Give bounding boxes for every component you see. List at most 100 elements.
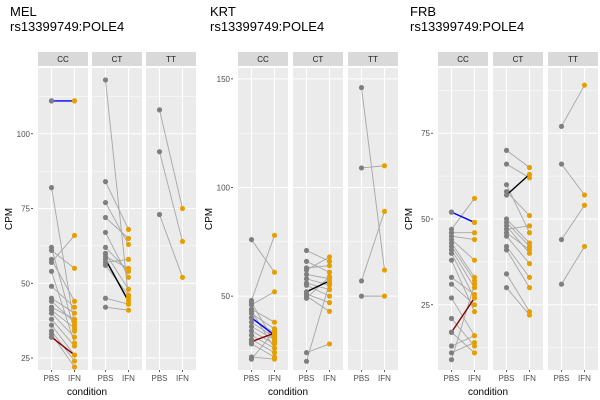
pbs-data-point [102, 229, 109, 236]
pbs-data-point [503, 247, 510, 253]
highlight-connector-line [51, 336, 75, 356]
ifn-data-point [381, 163, 388, 169]
paired-connector-line [251, 308, 275, 323]
ifn-data-point [526, 285, 533, 291]
ifn-data-point [326, 263, 333, 269]
pbs-data-point [48, 322, 55, 328]
facet-strip [146, 52, 196, 66]
panel-background [348, 68, 398, 370]
y-tick-label: 75 [21, 205, 30, 214]
facet-strip-label: TT [568, 55, 578, 64]
paired-connector-line [51, 250, 75, 269]
facet-panel-CC: CC PBS IFN [38, 52, 88, 383]
pbs-data-point [448, 250, 455, 256]
paired-connector-line [451, 239, 475, 261]
y-tick-label: 150 [217, 75, 231, 84]
x-tick-label: PBS [97, 374, 113, 383]
paired-connector-line [451, 331, 475, 354]
paired-connector-line [306, 284, 330, 297]
paired-connector-line [451, 342, 475, 354]
paired-connector-line [451, 276, 475, 295]
ifn-data-point [326, 287, 333, 293]
pbs-data-point [102, 304, 109, 310]
paired-connector-line [561, 84, 585, 127]
ifn-data-point [471, 302, 478, 308]
x-axis-label: condition [268, 387, 308, 398]
ifn-data-point [326, 293, 333, 299]
pbs-data-point [48, 307, 55, 313]
chart-title: MEL [10, 4, 37, 19]
paired-connector-line [105, 306, 129, 311]
paired-connector-line [451, 249, 475, 288]
ifn-data-point [471, 333, 478, 339]
paired-connector-line [251, 235, 275, 301]
pbs-data-point [248, 300, 255, 306]
paired-connector-line [306, 273, 330, 280]
paired-connector-line [105, 232, 129, 278]
x-tick-label: IFN [176, 374, 189, 383]
ifn-data-point [326, 258, 333, 264]
pbs-data-point [248, 308, 255, 314]
paired-connector-line [105, 258, 129, 263]
ifn-data-point [581, 243, 588, 250]
y-tick-label: 25 [421, 301, 430, 310]
y-axis-label: CPM [204, 208, 215, 230]
facet-panel-CT: CT PBS IFN [293, 52, 343, 383]
pbs-data-point [156, 149, 163, 155]
pbs-data-point [248, 323, 255, 330]
paired-connector-line [506, 287, 530, 316]
pbs-data-point [48, 259, 55, 265]
x-tick-label: PBS [151, 374, 167, 383]
facet-strip [238, 52, 288, 66]
pbs-data-point [448, 343, 455, 349]
ifn-data-point [125, 226, 132, 233]
chart-subtitle: rs13399749:POLE4 [10, 19, 124, 34]
x-tick-label: IFN [122, 374, 135, 383]
pbs-data-point [503, 285, 510, 291]
x-axis-label: condition [468, 387, 508, 398]
y-axis-label: CPM [4, 208, 15, 230]
x-tick-label: IFN [523, 374, 536, 383]
pbs-data-point [503, 147, 510, 153]
facet-strip-label: CC [257, 55, 269, 64]
ifn-data-point [71, 334, 78, 340]
ifn-data-point [471, 219, 478, 226]
ifn-data-point [471, 236, 478, 243]
ifn-data-point [71, 310, 78, 316]
paired-connector-line [561, 205, 585, 240]
paired-connector-line [561, 246, 585, 285]
pbs-data-point [48, 98, 55, 104]
pbs-data-point [303, 258, 310, 264]
ifn-data-point [71, 364, 78, 370]
paired-connector-line [251, 339, 275, 354]
pbs-data-point [102, 244, 109, 251]
ifn-data-point [326, 273, 333, 280]
pbs-data-point [448, 295, 455, 301]
paired-connector-line [506, 225, 530, 254]
ifn-data-point [271, 339, 278, 345]
facet-panel-TT: TT PBS IFN [548, 52, 598, 383]
ifn-data-point [71, 232, 78, 239]
pbs-data-point [358, 165, 365, 171]
paired-connector-line [306, 278, 330, 286]
facet-strip-label: TT [166, 55, 176, 64]
paired-connector-line [51, 300, 75, 323]
ifn-data-point [526, 230, 533, 236]
ifn-data-point [326, 254, 333, 260]
pbs-data-point [558, 161, 565, 167]
facet-panel-CT: CT PBS IFN [92, 52, 142, 383]
pbs-data-point [248, 237, 255, 243]
paired-connector-line [451, 253, 475, 299]
paired-connector-line [159, 109, 183, 209]
pbs-data-point [448, 209, 455, 215]
facet-strip-label: CC [457, 55, 469, 64]
chart-subtitle: rs13399749:POLE4 [410, 19, 524, 34]
paired-connector-line [105, 247, 129, 272]
paired-connector-line [306, 343, 330, 354]
ifn-data-point [526, 171, 533, 177]
x-tick-label: PBS [243, 374, 259, 383]
pbs-data-point [248, 315, 255, 321]
pbs-data-point [503, 271, 510, 277]
ifn-data-point [271, 319, 278, 325]
pbs-data-point [248, 328, 255, 334]
